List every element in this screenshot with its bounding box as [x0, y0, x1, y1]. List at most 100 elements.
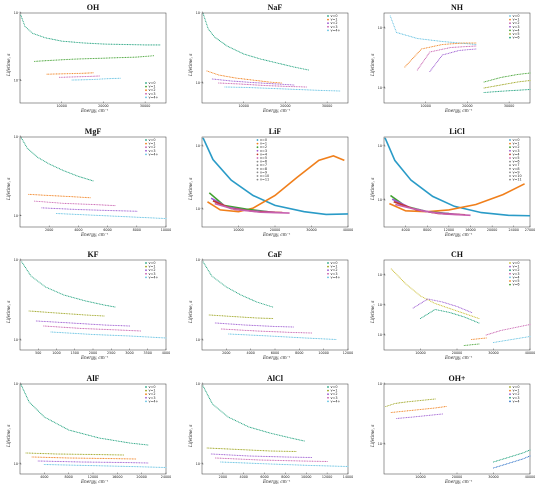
data-point: [118, 461, 120, 463]
data-point: [47, 37, 49, 39]
data-point: [72, 196, 74, 198]
data-point: [241, 316, 243, 318]
data-point: [107, 458, 109, 460]
data-point: [235, 323, 238, 325]
series-v-1: [412, 298, 473, 314]
data-point: [395, 31, 398, 34]
data-point: [398, 32, 401, 34]
data-point: [388, 404, 390, 407]
legend-label: v=7: [513, 163, 520, 167]
data-point: [529, 323, 531, 326]
data-point: [224, 75, 226, 77]
data-point: [63, 213, 65, 215]
data-point: [498, 459, 500, 461]
data-point: [87, 323, 89, 325]
data-point: [399, 417, 401, 419]
data-point: [83, 300, 85, 302]
data-point: [423, 38, 425, 40]
data-point: [237, 86, 239, 88]
data-point: [413, 37, 415, 39]
data-point: [516, 326, 518, 328]
data-point: [453, 51, 456, 53]
data-point: [275, 88, 277, 90]
data-point: [127, 329, 129, 331]
data-point: [234, 291, 236, 293]
legend: v=0v=1v=2v=3v=4+: [327, 261, 341, 279]
data-point: [331, 465, 333, 467]
data-point: [229, 417, 231, 419]
data-point: [89, 203, 91, 205]
data-point: [218, 453, 221, 455]
data-point: [303, 440, 305, 442]
x-tick-label: 20000: [452, 475, 463, 479]
data-point: [493, 91, 495, 93]
data-point: [256, 317, 258, 319]
data-point: [85, 76, 87, 78]
data-point: [391, 19, 393, 22]
x-tick-label: 30000: [140, 104, 151, 108]
data-point: [412, 36, 414, 38]
data-point: [269, 325, 271, 327]
data-point: [88, 461, 90, 463]
data-point: [81, 327, 83, 330]
data-point: [454, 43, 456, 45]
legend-label: v=1: [331, 18, 338, 22]
data-point: [424, 297, 426, 299]
data-point: [440, 49, 442, 51]
data-point: [206, 23, 208, 26]
x-axis-label: Energy, cm⁻¹: [263, 355, 291, 360]
legend-marker: [327, 396, 329, 399]
y-tick-label: 10⁻⁶: [378, 303, 386, 307]
data-point: [70, 464, 72, 466]
data-point: [260, 82, 262, 84]
data-point: [111, 454, 113, 456]
data-point: [292, 331, 294, 334]
data-point: [283, 83, 285, 85]
data-point: [273, 335, 275, 337]
data-point: [128, 44, 130, 46]
data-point: [127, 335, 129, 337]
data-point: [236, 50, 238, 52]
data-point: [87, 453, 89, 455]
data-point: [242, 324, 244, 326]
data-point: [89, 435, 91, 437]
data-point: [391, 269, 393, 271]
data-point: [418, 50, 420, 52]
data-point: [460, 307, 462, 309]
x-axis-label: Energy, cm⁻¹: [81, 355, 109, 360]
data-point: [149, 336, 151, 338]
data-point: [294, 456, 296, 458]
data-point: [299, 439, 301, 441]
data-point: [305, 89, 307, 91]
data-point: [163, 217, 165, 220]
data-point: [224, 86, 226, 88]
data-point: [70, 322, 72, 324]
data-point: [112, 57, 114, 59]
data-point: [84, 209, 86, 211]
data-point: [215, 406, 217, 408]
data-point: [410, 400, 412, 403]
data-point: [260, 325, 262, 327]
data-point: [127, 325, 129, 327]
data-point: [220, 328, 223, 330]
series-line: [214, 202, 290, 214]
data-point: [122, 335, 124, 337]
data-point: [61, 464, 63, 466]
data-point: [231, 333, 233, 335]
data-point: [452, 51, 454, 53]
data-point: [65, 195, 67, 197]
data-point: [141, 216, 143, 219]
data-point: [151, 55, 153, 57]
data-point: [317, 338, 319, 340]
data-point: [497, 77, 499, 79]
data-point: [253, 84, 255, 86]
data-point: [64, 40, 66, 42]
data-point: [132, 442, 134, 444]
data-point: [72, 461, 74, 463]
data-point: [21, 385, 23, 387]
data-point: [106, 305, 108, 307]
data-point: [109, 43, 111, 45]
data-point: [86, 314, 88, 316]
data-point: [41, 452, 43, 455]
data-point: [83, 76, 85, 78]
